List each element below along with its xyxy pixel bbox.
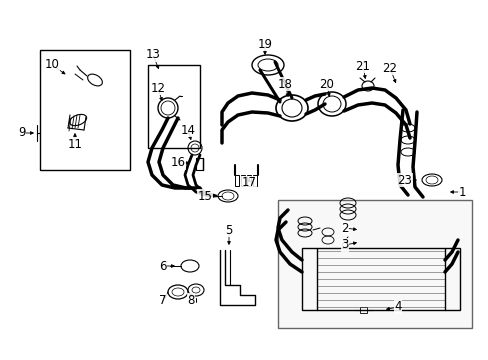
Text: 17: 17 <box>241 176 256 189</box>
Text: 2: 2 <box>341 221 348 234</box>
Bar <box>252 175 257 186</box>
Bar <box>302 248 459 310</box>
Bar <box>235 175 239 186</box>
Bar <box>241 175 244 186</box>
Text: 23: 23 <box>397 174 411 186</box>
Text: 18: 18 <box>277 77 292 90</box>
Text: 4: 4 <box>393 301 401 314</box>
Bar <box>359 307 366 313</box>
Text: 16: 16 <box>170 157 185 170</box>
Text: 7: 7 <box>159 293 166 306</box>
Text: 9: 9 <box>18 126 26 139</box>
Text: 3: 3 <box>341 238 348 252</box>
Bar <box>278 200 471 328</box>
Text: 12: 12 <box>150 81 165 94</box>
Text: 20: 20 <box>319 77 334 90</box>
Bar <box>40 50 130 170</box>
Text: 21: 21 <box>355 59 370 72</box>
Text: 6: 6 <box>159 260 166 273</box>
Bar <box>148 65 200 148</box>
Text: 10: 10 <box>44 58 60 72</box>
Text: 8: 8 <box>187 293 194 306</box>
Text: 22: 22 <box>382 62 397 75</box>
Bar <box>196 158 203 170</box>
Text: 15: 15 <box>197 189 212 202</box>
Text: 13: 13 <box>145 49 160 62</box>
Bar <box>246 175 250 186</box>
Text: 14: 14 <box>180 123 195 136</box>
Text: 5: 5 <box>225 224 232 237</box>
Text: 1: 1 <box>457 185 465 198</box>
Text: 11: 11 <box>67 138 82 150</box>
Text: 19: 19 <box>257 37 272 50</box>
